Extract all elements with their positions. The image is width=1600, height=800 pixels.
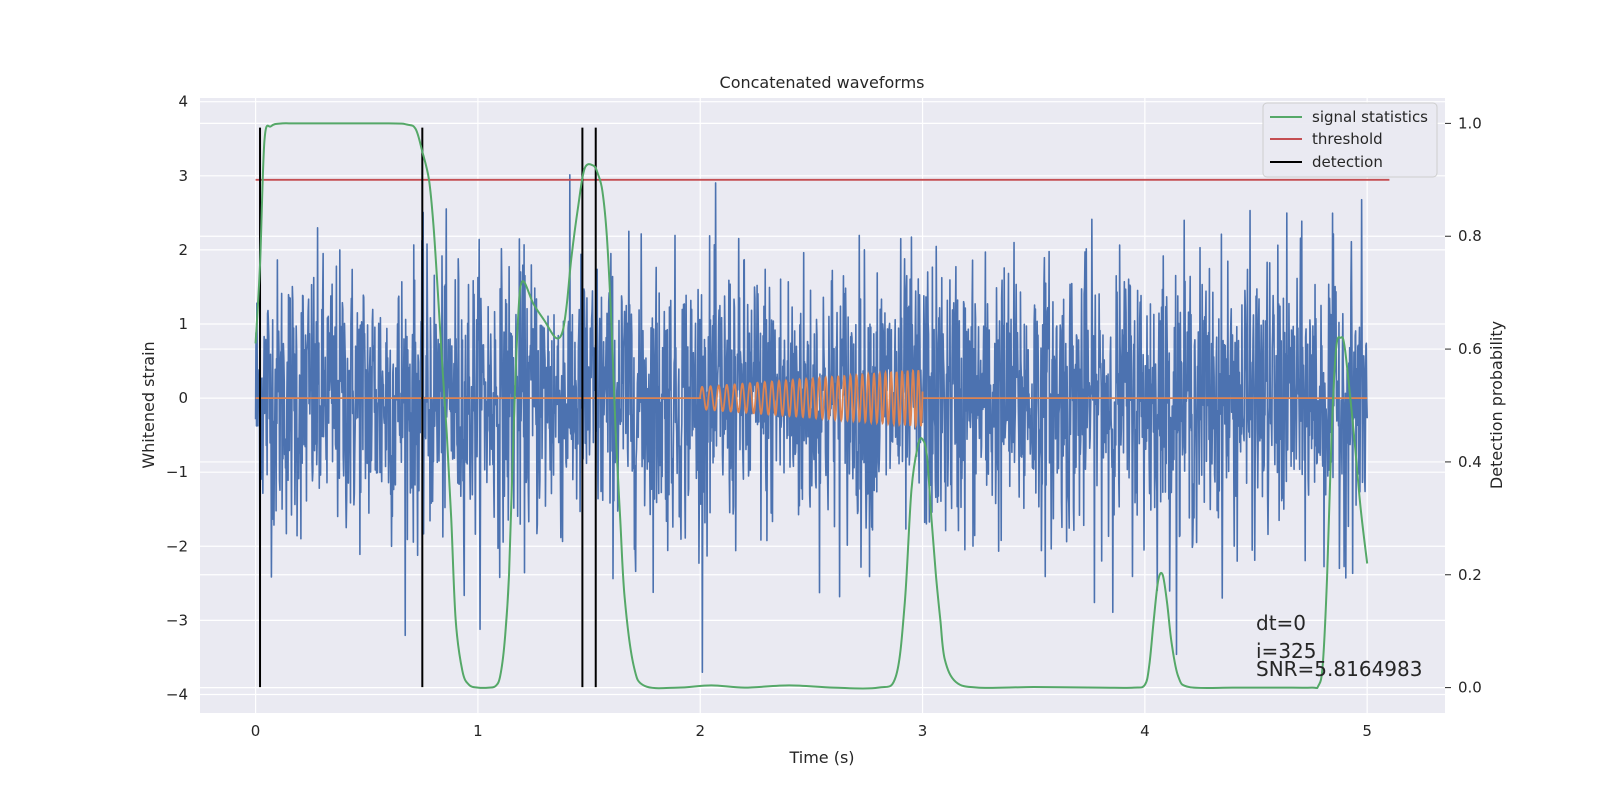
y-axis-label: Whitened strain [139, 341, 158, 468]
x-tick-label: 4 [1140, 722, 1150, 740]
y-tick-label: −1 [166, 463, 188, 481]
legend-label-detection: detection [1312, 153, 1383, 171]
annotation-snr: SNR=5.8164983 [1256, 657, 1422, 681]
annotations: dt=0 i=325 SNR=5.8164983 [1256, 611, 1422, 681]
y-right-tick-label: 1.0 [1458, 114, 1482, 132]
x-axis-label: Time (s) [788, 748, 854, 767]
x-tick-label: 5 [1362, 722, 1372, 740]
y-right-tick-label: 0.2 [1458, 566, 1482, 584]
y-right-tick-label: 0.0 [1458, 679, 1482, 697]
y-tick-label: −3 [166, 611, 188, 629]
annotation-index: i=325 [1256, 639, 1317, 663]
y-tick-label: 0 [178, 389, 188, 407]
series-injected-waveform [255, 368, 1368, 429]
legend-label-threshold: threshold [1312, 130, 1383, 148]
series-signal-statistics [254, 122, 1369, 690]
legend: signal statistics threshold detection [1262, 102, 1438, 178]
y-tick-label: 2 [178, 241, 188, 259]
chart-title: Concatenated waveforms [720, 73, 925, 92]
y-tick-label: 1 [178, 315, 188, 333]
y-right-axis-label: Detection probability [1487, 321, 1506, 489]
y-tick-label: 3 [178, 167, 188, 185]
x-tick-label: 1 [473, 722, 483, 740]
x-tick-label: 2 [695, 722, 705, 740]
y-tick-label: 4 [178, 93, 188, 111]
ticks: 0 1 2 3 4 5 4 3 2 1 0 −1 −2 −3 −4 1.0 0.8 0.6 0.4 0.2 0.0 [166, 93, 1482, 740]
y-right-tick-label: 0.8 [1458, 227, 1482, 245]
y-right-tick-label: 0.6 [1458, 340, 1482, 358]
annotation-dt: dt=0 [1256, 611, 1306, 635]
legend-box [1262, 102, 1438, 178]
series-layer [254, 122, 1390, 690]
x-tick-label: 0 [251, 722, 261, 740]
y-tick-label: −2 [166, 537, 188, 555]
y-tick-label: −4 [166, 685, 188, 703]
legend-label-signal-statistics: signal statistics [1312, 108, 1428, 126]
y-right-tick-label: 0.4 [1458, 453, 1482, 471]
x-tick-label: 3 [918, 722, 928, 740]
